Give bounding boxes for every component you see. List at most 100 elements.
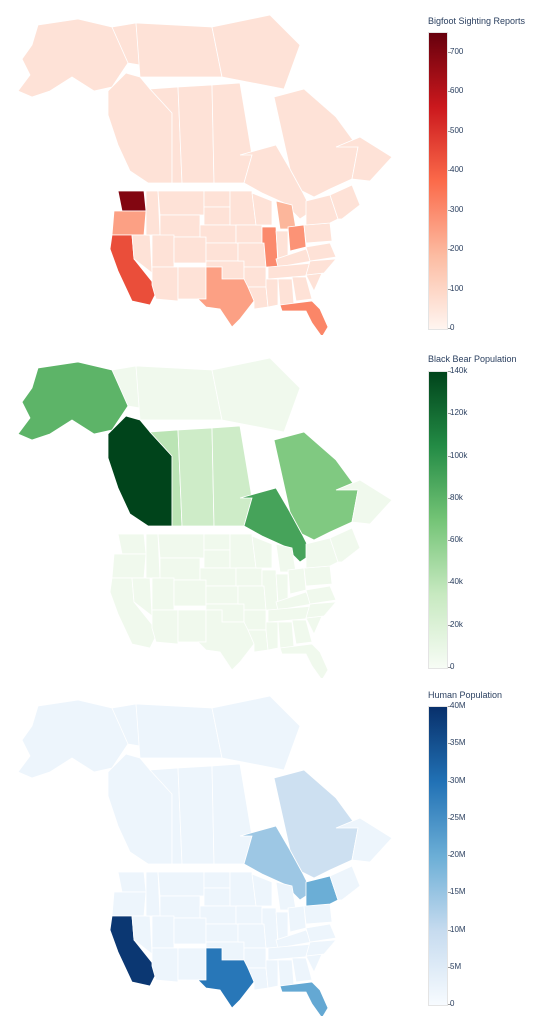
region-north-dakota xyxy=(203,871,231,889)
colorbar-tick-mark xyxy=(448,130,451,132)
region-quebec xyxy=(273,431,359,541)
colorbar-tick-label: 80k xyxy=(450,492,463,502)
colorbar-tick-mark xyxy=(448,743,451,745)
region-new-england xyxy=(329,527,361,563)
colorbar xyxy=(428,371,448,669)
colorbar-tick-mark xyxy=(448,892,451,894)
region-alabama xyxy=(277,278,295,306)
region-north-dakota xyxy=(203,190,231,208)
colorbar-title: Black Bear Population xyxy=(428,354,517,364)
region-quebec xyxy=(273,769,359,879)
bigfoot-map xyxy=(17,14,393,335)
region-pennsylvania xyxy=(303,903,333,925)
colorbar-tick-mark xyxy=(448,624,451,626)
colorbar-tick-mark xyxy=(448,667,451,668)
region-manitoba xyxy=(211,82,253,184)
region-new-mexico xyxy=(177,609,207,643)
colorbar-tick-label: 5M xyxy=(450,961,462,971)
region-northwest-territories xyxy=(135,22,223,78)
region-oregon xyxy=(111,553,147,579)
region-alberta xyxy=(149,429,183,527)
region-louisiana xyxy=(247,286,269,310)
colorbar-tick-label: 20k xyxy=(450,619,463,629)
region-north-carolina xyxy=(305,939,337,957)
region-saskatchewan xyxy=(177,84,215,184)
region-georgia xyxy=(291,957,313,983)
region-mississippi xyxy=(265,621,279,651)
region-ohio xyxy=(287,905,307,933)
region-illinois xyxy=(261,569,279,611)
region-montana xyxy=(157,190,205,216)
region-new-england xyxy=(329,184,361,220)
colorbar-tick-mark xyxy=(448,455,451,457)
region-indiana xyxy=(275,911,289,941)
region-wisconsin xyxy=(251,873,273,907)
region-idaho xyxy=(145,533,161,579)
colorbar-tick-mark xyxy=(448,817,451,819)
region-virginia xyxy=(305,242,337,262)
colorbar-tick-label: 30M xyxy=(450,775,466,785)
region-saskatchewan xyxy=(177,427,215,527)
colorbar-tick-mark xyxy=(448,497,451,499)
colorbar-tick-label: 500 xyxy=(450,125,464,135)
region-nunavut xyxy=(211,14,301,90)
region-louisiana xyxy=(247,967,269,991)
colorbar-tick-mark xyxy=(448,582,451,584)
region-georgia xyxy=(291,276,313,302)
region-ontario xyxy=(239,144,313,220)
region-oregon xyxy=(111,891,147,917)
region-wisconsin xyxy=(251,535,273,569)
region-arkansas xyxy=(243,266,267,288)
colorbar-tick-mark xyxy=(448,371,451,372)
region-utah xyxy=(151,915,175,949)
region-south-dakota xyxy=(203,549,231,569)
region-washington xyxy=(117,190,147,212)
colorbar-tick-label: 0 xyxy=(450,662,455,671)
colorbar-tick-label: 20M xyxy=(450,850,466,859)
region-iowa xyxy=(235,567,263,587)
region-illinois xyxy=(261,907,279,949)
colorbar-tick-mark xyxy=(448,1004,451,1005)
region-wyoming xyxy=(159,895,201,919)
human-population-map xyxy=(17,695,393,1016)
colorbar-tick-label: 600 xyxy=(450,86,464,96)
region-alberta xyxy=(149,767,183,865)
colorbar-tick-label: 100 xyxy=(450,283,464,293)
colorbar-tick-label: 60k xyxy=(450,535,463,545)
colorbar-tick-mark xyxy=(448,413,451,415)
region-nunavut xyxy=(211,357,301,433)
region-nunavut xyxy=(211,695,301,771)
region-utah xyxy=(151,577,175,611)
region-texas xyxy=(197,947,255,1009)
region-atlantic xyxy=(335,136,393,182)
colorbar-tick-label: 120k xyxy=(450,408,468,418)
region-florida xyxy=(279,300,329,335)
region-arizona xyxy=(151,609,179,645)
colorbar-tick-mark xyxy=(448,966,451,968)
region-kansas xyxy=(205,923,239,943)
colorbar-tick-label: 10M xyxy=(450,924,466,934)
region-georgia xyxy=(291,619,313,645)
colorbar-tick-label: 200 xyxy=(450,244,464,254)
region-new-york xyxy=(305,194,339,226)
region-ontario xyxy=(239,487,313,563)
colorbar-tick-label: 0 xyxy=(450,323,455,332)
region-texas xyxy=(197,609,255,671)
region-arizona xyxy=(151,947,179,983)
region-wyoming xyxy=(159,214,201,238)
region-new-mexico xyxy=(177,947,207,981)
region-colorado xyxy=(173,917,207,945)
human-population-chart-panel: Human Population 0 5M 10M 15M 20M 25M 30M 35M 40… xyxy=(0,686,543,1016)
region-saskatchewan xyxy=(177,765,215,865)
region-indiana xyxy=(275,230,289,260)
region-louisiana xyxy=(247,629,269,653)
colorbar xyxy=(428,706,448,1006)
colorbar-tick-label: 300 xyxy=(450,204,464,214)
region-florida xyxy=(279,643,329,678)
region-alberta xyxy=(149,86,183,184)
region-colorado xyxy=(173,236,207,264)
region-florida xyxy=(279,981,329,1016)
colorbar-tick-mark xyxy=(448,91,451,93)
region-ontario xyxy=(239,825,313,901)
colorbar-tick-mark xyxy=(448,249,451,251)
